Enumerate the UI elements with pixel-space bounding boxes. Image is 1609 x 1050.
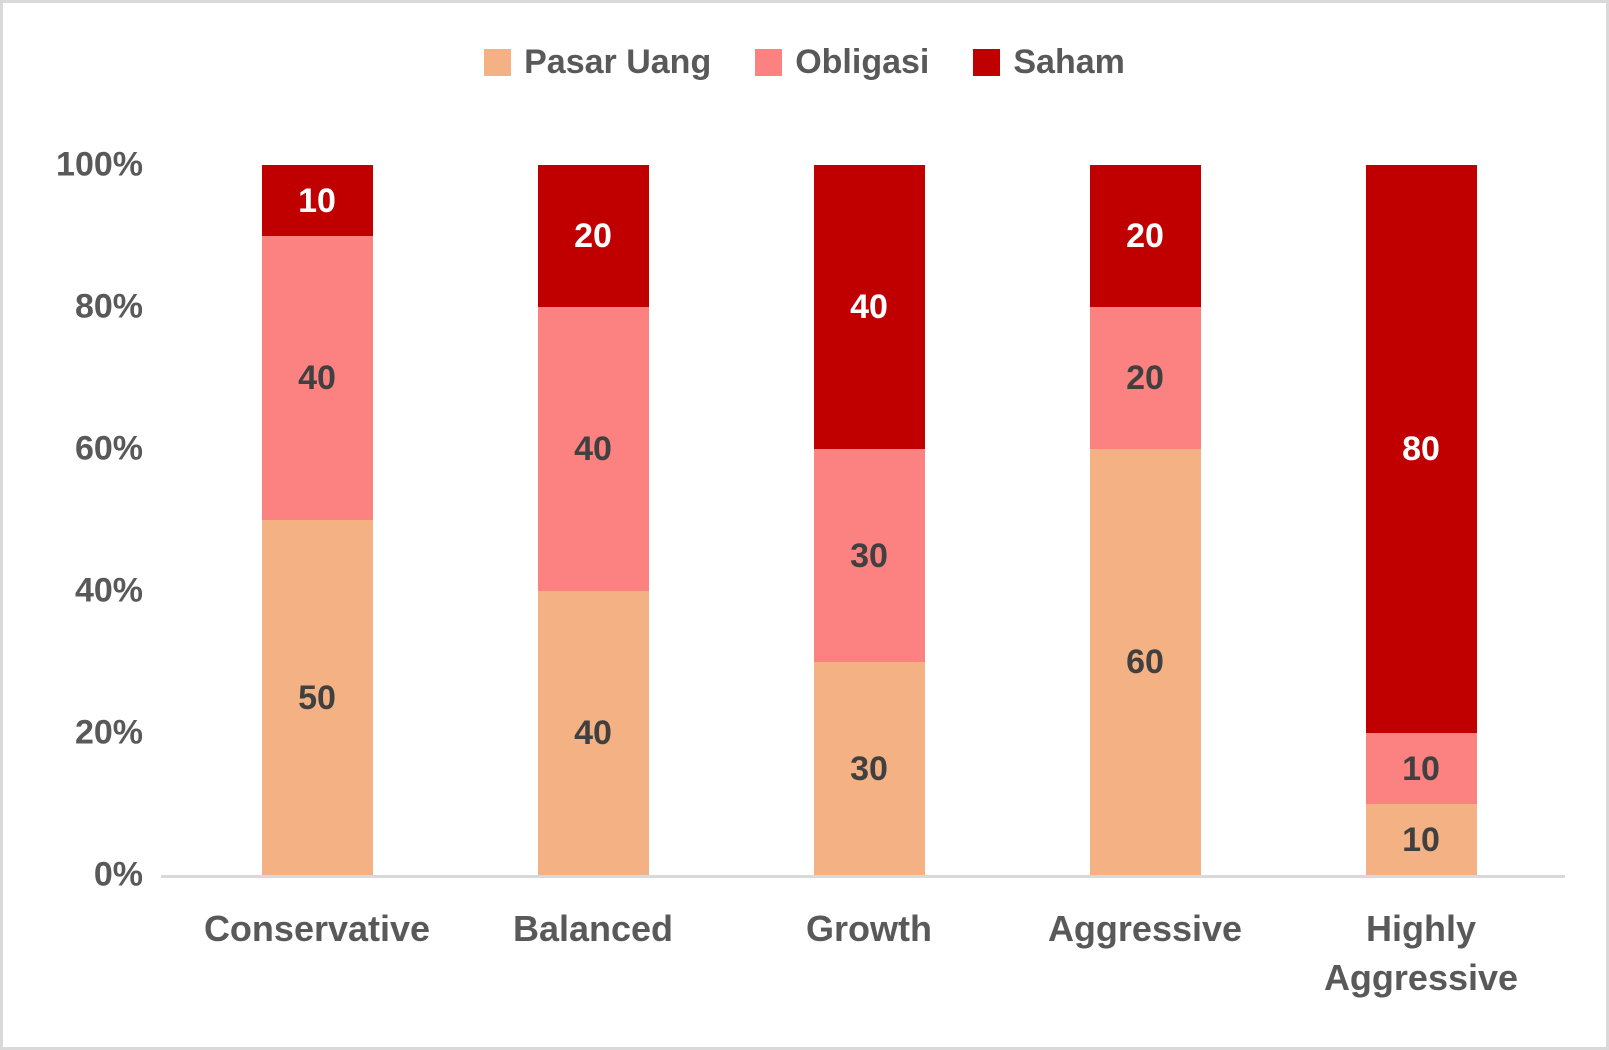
bar-segment-value-label: 30 <box>850 536 888 575</box>
bar-segment-value-label: 20 <box>574 217 612 255</box>
x-axis-category-label: Highly Aggressive <box>1323 908 1519 998</box>
legend-label: Obligasi <box>795 43 930 81</box>
bar-segment-pasar-uang: 40 <box>537 591 649 875</box>
bar-segment-value-label: 60 <box>1126 643 1164 681</box>
bar-segment-saham: 40 <box>813 165 925 449</box>
x-axis-line <box>161 875 1565 878</box>
bar-column-growth: 30 30 40 <box>813 165 925 875</box>
y-axis-tick-label: 100% <box>56 145 143 184</box>
bar-segment-saham: 10 <box>261 165 373 236</box>
legend-label: Pasar Uang <box>524 43 712 81</box>
bar-segment-pasar-uang: 60 <box>1089 449 1201 875</box>
bar-column-highly-aggressive: 10 10 80 <box>1365 165 1477 875</box>
y-axis-tick-label: 80% <box>74 287 143 326</box>
y-axis-tick-label: 60% <box>74 429 143 468</box>
y-axis-tick-label: 0% <box>93 855 143 894</box>
bar-segment-value-label: 80 <box>1402 430 1440 468</box>
bar-segment-value-label: 10 <box>298 181 336 220</box>
legend-swatch-icon <box>484 49 512 76</box>
legend-item: Pasar Uang <box>484 43 711 82</box>
legend-item: Saham <box>973 43 1125 82</box>
bar-segment-obligasi: 40 <box>537 307 649 591</box>
legend-swatch-icon <box>973 49 1001 76</box>
bar-column-aggressive: 60 20 20 <box>1089 165 1201 875</box>
y-axis-tick-label: 20% <box>74 713 143 752</box>
x-axis-category-label: Aggressive <box>1047 908 1243 949</box>
bar-segment-obligasi: 20 <box>1089 307 1201 449</box>
bar-column-conservative: 50 40 10 <box>261 165 373 875</box>
bar-segment-saham: 80 <box>1365 165 1477 733</box>
x-axis-category-label: Growth <box>806 908 932 949</box>
bar-segment-pasar-uang: 50 <box>261 520 373 875</box>
bar-segment-value-label: 50 <box>298 678 336 717</box>
chart-plot-area: 0% 20% 40% 60% 80% 100% 50 40 10 Conservative 40 40… <box>3 3 1606 1047</box>
bar-segment-pasar-uang: 30 <box>813 662 925 875</box>
bar-segment-obligasi: 10 <box>1365 733 1477 804</box>
y-axis-tick-label: 40% <box>74 571 143 610</box>
bar-segment-value-label: 20 <box>1126 217 1164 255</box>
bar-segment-saham: 20 <box>537 165 649 307</box>
bar-segment-saham: 20 <box>1089 165 1201 307</box>
bar-segment-value-label: 40 <box>574 430 612 468</box>
legend-item: Obligasi <box>755 43 929 82</box>
bar-segment-pasar-uang: 10 <box>1365 804 1477 875</box>
bar-segment-value-label: 10 <box>1402 749 1440 788</box>
legend-label: Saham <box>1013 43 1125 81</box>
x-axis-category-label: Conservative <box>203 908 431 949</box>
legend: Pasar Uang Obligasi Saham <box>3 43 1606 82</box>
bar-segment-obligasi: 40 <box>261 236 373 520</box>
bar-segment-obligasi: 30 <box>813 449 925 662</box>
bar-segment-value-label: 40 <box>574 714 612 752</box>
bar-segment-value-label: 20 <box>1126 359 1164 397</box>
bar-segment-value-label: 40 <box>298 359 336 397</box>
bar-segment-value-label: 30 <box>850 749 888 788</box>
x-axis-category-label: Balanced <box>512 908 674 949</box>
bar-column-balanced: 40 40 20 <box>537 165 649 875</box>
legend-swatch-icon <box>755 49 783 76</box>
bar-segment-value-label: 40 <box>850 288 888 326</box>
bar-segment-value-label: 10 <box>1402 820 1440 859</box>
